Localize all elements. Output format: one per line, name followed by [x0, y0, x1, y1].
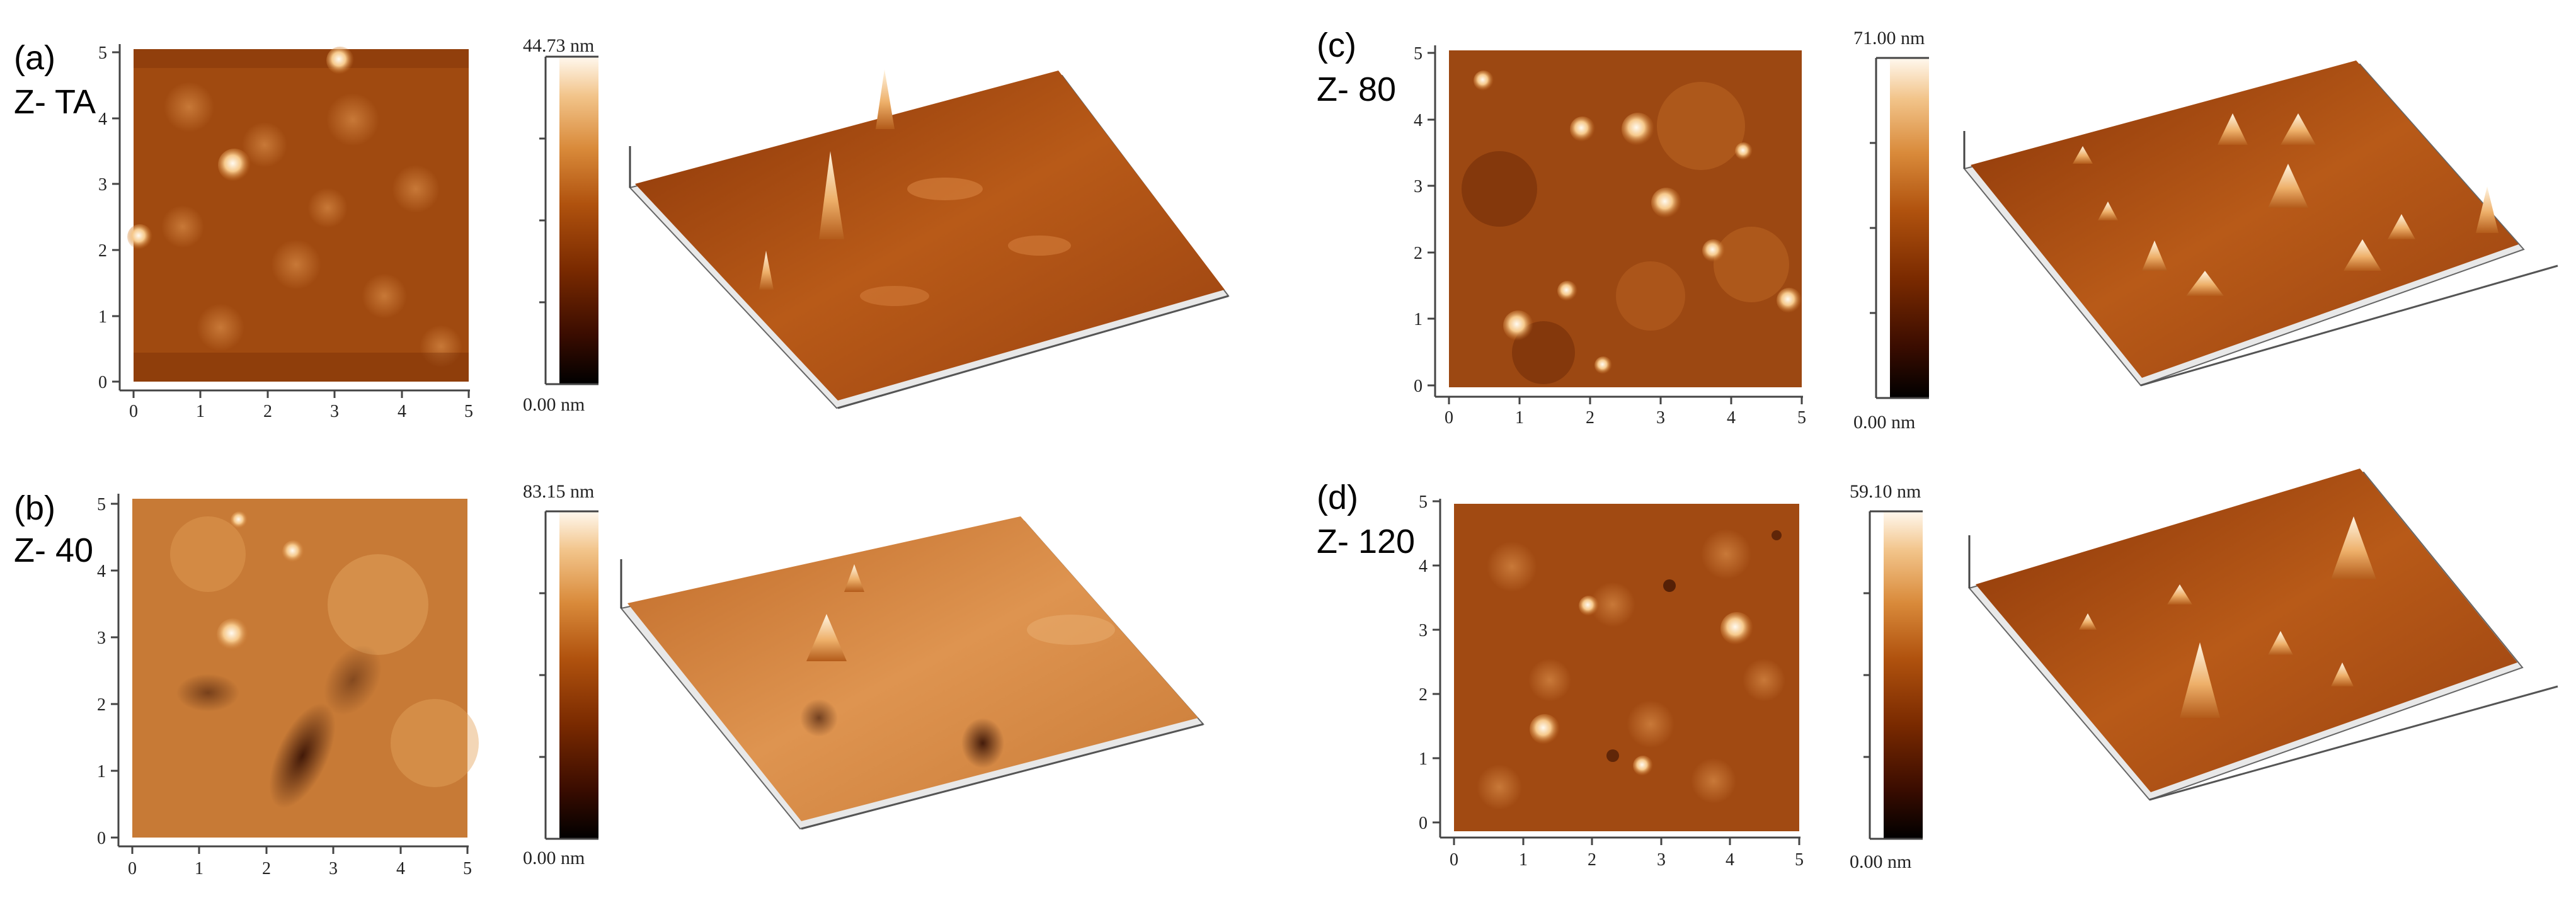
afm-2d-texture-b [170, 516, 479, 809]
color-scale-d: 59.10 nm 0.00 nm [1850, 481, 1923, 872]
afm-feature-b-1 [217, 618, 249, 651]
panel-letter-d: (d) [1317, 479, 1358, 516]
spike-b-1 [806, 614, 847, 661]
spike-a-1 [819, 151, 844, 239]
afm-2d-texture-a [134, 49, 469, 382]
x-tick-a-2: 2 [263, 402, 272, 421]
y-tick-c-1: 1 [1414, 310, 1423, 329]
panel-c: 0 1 2 3 4 5 0 1 2 3 4 5 71.00 nm 0.00 nm [1317, 26, 2558, 433]
axes-d: 0 1 2 3 4 5 0 1 2 3 4 5 [1419, 492, 1804, 870]
x-tick-b-2: 2 [262, 859, 271, 878]
x-tick-b-1: 1 [195, 859, 203, 878]
scale-min-d: 0.00 nm [1850, 851, 1911, 872]
x-tick-b-5: 5 [463, 859, 472, 878]
afm-2d-texture-d [1477, 529, 1785, 810]
panel-a: 0 1 2 3 4 5 0 1 2 3 4 5 44.73 nm 0.00 nm [14, 35, 1230, 421]
y-tick-c-2: 2 [1414, 244, 1423, 263]
x-tick-d-5: 5 [1795, 850, 1804, 870]
y-tick-b-4: 4 [97, 562, 106, 581]
x-tick-b-3: 3 [329, 859, 338, 878]
afm-feature-a-2 [326, 47, 354, 74]
panel-letter-a: (a) [14, 39, 55, 77]
y-tick-a-2: 2 [98, 241, 107, 261]
x-tick-a-3: 3 [330, 402, 339, 421]
color-scale-b: 83.15 nm 0.00 nm [523, 481, 598, 868]
y-tick-d-3: 3 [1419, 621, 1428, 640]
panel-d: 0 1 2 3 4 5 0 1 2 3 4 5 59.10 nm 0.00 nm [1317, 469, 2558, 872]
afm-feature-b-3 [231, 511, 248, 529]
sample-label-d: Z- 120 [1317, 523, 1415, 560]
afm-3d-view-c [1963, 60, 2558, 387]
x-tick-a-1: 1 [196, 402, 205, 421]
y-tick-a-0: 0 [98, 373, 107, 392]
scale-max-a: 44.73 nm [523, 35, 594, 56]
y-tick-a-5: 5 [98, 43, 107, 63]
x-tick-d-1: 1 [1519, 850, 1528, 870]
spike-b-2 [844, 564, 864, 592]
x-tick-a-4: 4 [398, 402, 406, 421]
y-tick-d-5: 5 [1419, 492, 1428, 512]
x-tick-c-5: 5 [1797, 408, 1806, 428]
y-tick-b-0: 0 [97, 829, 106, 848]
axes-a: 0 1 2 3 4 5 0 1 2 3 4 5 [98, 43, 473, 421]
color-scale-a: 44.73 nm 0.00 nm [523, 35, 598, 415]
scale-max-d: 59.10 nm [1850, 481, 1921, 502]
y-tick-d-0: 0 [1419, 814, 1428, 833]
panel-letter-b: (b) [14, 489, 55, 527]
y-tick-b-1: 1 [97, 762, 106, 781]
panel-letter-c: (c) [1317, 26, 1356, 64]
y-tick-d-2: 2 [1419, 685, 1428, 705]
y-tick-a-3: 3 [98, 175, 107, 195]
spike-a-2 [876, 69, 895, 129]
x-tick-d-2: 2 [1588, 850, 1596, 870]
y-tick-c-3: 3 [1414, 177, 1423, 196]
y-tick-c-5: 5 [1414, 44, 1423, 64]
afm-3d-view-b [620, 516, 1205, 830]
scale-max-b: 83.15 nm [523, 481, 594, 502]
axes-b: 0 1 2 3 4 5 0 1 2 3 4 5 [97, 494, 472, 878]
y-tick-a-4: 4 [98, 110, 107, 129]
afm-3d-view-a [629, 69, 1230, 409]
x-tick-d-3: 3 [1657, 850, 1666, 870]
x-tick-a-0: 0 [129, 402, 138, 421]
x-tick-c-3: 3 [1656, 408, 1665, 428]
y-tick-b-3: 3 [97, 628, 106, 648]
scale-min-c: 0.00 nm [1853, 412, 1915, 433]
afm-feature-a-3 [127, 224, 152, 249]
afm-features-d [1530, 596, 1753, 776]
x-tick-b-4: 4 [396, 859, 405, 878]
color-scale-c: 71.00 nm 0.00 nm [1853, 28, 1929, 433]
panel-b: 0 1 2 3 4 5 0 1 2 3 4 5 83.15 nm 0.00 nm [14, 481, 1205, 878]
sample-label-b: Z- 40 [14, 531, 93, 569]
afm-3d-view-d [1968, 469, 2558, 801]
scale-max-c: 71.00 nm [1853, 28, 1925, 48]
afm-features-c [1474, 71, 1802, 374]
afm-feature-a-1 [218, 149, 251, 181]
afm-feature-b-2 [282, 540, 305, 563]
x-tick-c-4: 4 [1727, 408, 1736, 428]
y-tick-b-2: 2 [97, 695, 106, 715]
y-tick-d-1: 1 [1419, 749, 1428, 769]
x-tick-c-0: 0 [1445, 408, 1453, 428]
sample-label-c: Z- 80 [1317, 71, 1396, 108]
scale-min-a: 0.00 nm [523, 394, 585, 415]
x-tick-a-5: 5 [464, 402, 473, 421]
y-tick-b-5: 5 [97, 495, 106, 514]
y-tick-c-4: 4 [1414, 111, 1423, 130]
spike-a-3 [759, 251, 774, 290]
y-tick-c-0: 0 [1414, 377, 1423, 396]
x-tick-d-4: 4 [1726, 850, 1734, 870]
x-tick-c-1: 1 [1515, 408, 1524, 428]
sample-label-a: Z- TA [14, 83, 96, 121]
x-tick-d-0: 0 [1450, 850, 1458, 870]
x-tick-b-0: 0 [128, 859, 137, 878]
axes-c: 0 1 2 3 4 5 0 1 2 3 4 5 [1414, 44, 1806, 428]
x-tick-c-2: 2 [1586, 408, 1594, 428]
y-tick-d-4: 4 [1419, 557, 1428, 576]
scale-min-b: 0.00 nm [523, 848, 585, 868]
y-tick-a-1: 1 [98, 307, 107, 327]
